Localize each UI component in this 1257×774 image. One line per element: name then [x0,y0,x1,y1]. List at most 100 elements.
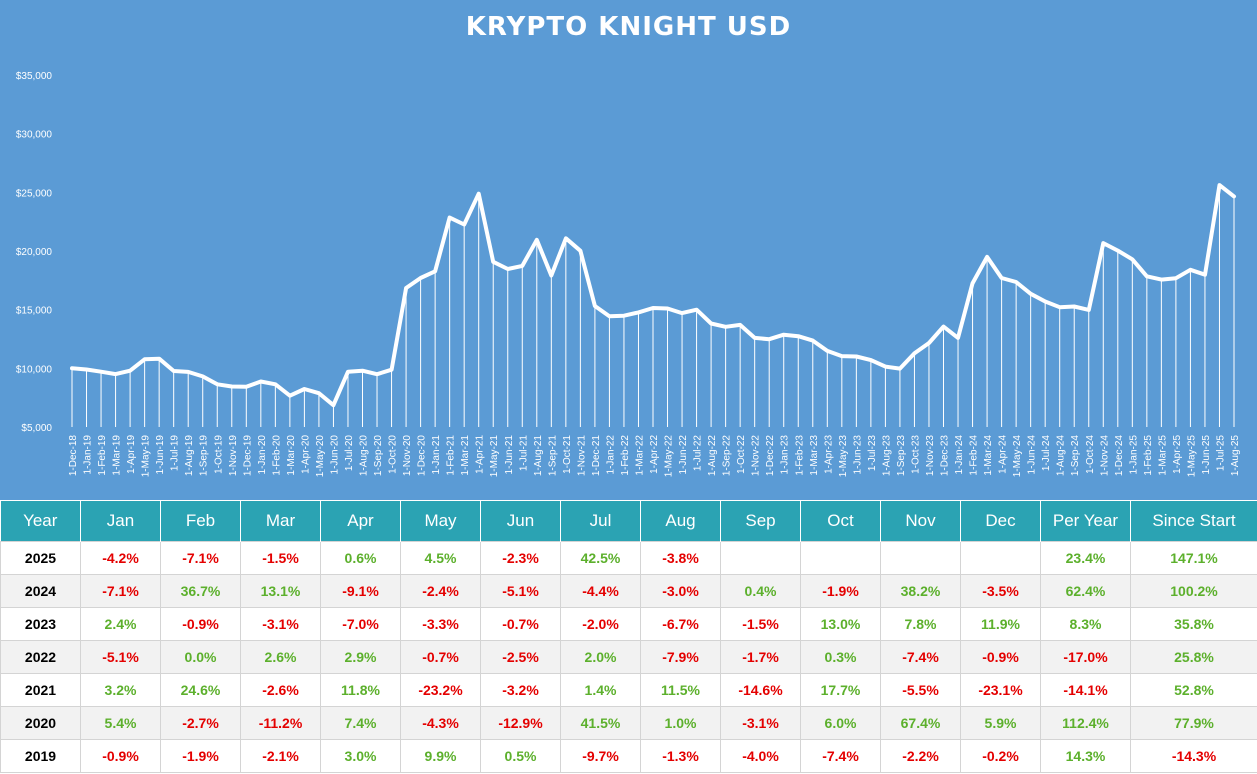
return-cell: 67.4% [880,706,961,740]
x-tick-label: 1-Jul-23 [867,435,878,472]
table-row: 2023 2.4% -0.9% -3.1% -7.0% -3.3% -0.7% -2.0% -6… [0,607,1257,641]
x-tick-label: 1-Jan-24 [954,435,965,475]
x-tick-label: 1-Feb-25 [1143,435,1154,476]
data-point [622,314,626,317]
data-point [216,383,219,386]
data-point [332,403,335,407]
data-point [303,387,306,391]
x-tick-label: 1-Mar-21 [460,435,471,476]
return-cell: -23.2% [400,673,481,707]
data-point [1058,306,1061,309]
return-cell: -9.1% [320,574,401,608]
return-cell: 41.5% [560,706,641,740]
x-tick-label: 1-Apr-23 [823,435,834,474]
x-tick-label: 1-May-23 [838,435,849,478]
data-point [593,304,597,308]
x-tick-label: 1-Mar-22 [634,435,645,476]
data-point [274,383,277,386]
data-point [1145,275,1149,278]
x-tick-label: 1-Aug-23 [881,435,892,477]
x-tick-label: 1-Jun-21 [504,435,515,475]
year-cell: 2020 [0,706,81,740]
return-cell [800,541,881,575]
return-cell: -2.6% [240,673,321,707]
return-cell: 0.4% [720,574,801,608]
year-cell: 2024 [0,574,81,608]
x-tick-label: 1-Jun-25 [1201,435,1212,475]
return-cell: -1.9% [800,574,881,608]
column-header: May [400,501,481,542]
x-tick-label: 1-Mar-19 [112,435,123,476]
x-tick-label: 1-Dec-18 [68,435,79,477]
return-cell: 2.4% [80,607,161,641]
return-cell: -7.9% [640,640,721,674]
return-cell: 11.8% [320,673,401,707]
data-point [797,334,800,338]
data-point [433,270,437,273]
data-point [1014,280,1018,284]
data-point [608,315,611,318]
return-cell: 52.8% [1130,673,1257,707]
return-cell [960,541,1041,575]
x-tick-label: 1-Apr-21 [475,435,486,474]
return-cell: -11.2% [240,706,321,740]
data-point [70,367,74,370]
data-point [1102,241,1105,245]
return-cell: 25.8% [1130,640,1257,674]
return-cell: -4.0% [720,739,801,773]
data-point [782,333,785,336]
x-tick-label: 1-Apr-19 [126,435,137,474]
x-tick-label: 1-Jan-20 [257,435,268,475]
data-point [884,365,887,368]
column-header: Jun [480,501,561,542]
column-header: Oct [800,501,881,542]
data-point [172,369,175,373]
data-point [898,367,902,370]
column-header: Aug [640,501,721,542]
x-tick-label: 1-Jan-22 [605,435,616,475]
data-point [985,255,989,259]
data-point [579,249,582,252]
data-point [506,267,509,271]
return-cell: 3.0% [320,739,401,773]
data-point [724,325,727,328]
return-cell: -3.8% [640,541,721,575]
x-tick-label: 1-Apr-25 [1172,435,1183,474]
return-cell: 62.4% [1040,574,1131,608]
y-tick-label: $35,000 [16,71,53,82]
column-header: Year [0,501,81,542]
data-point [492,260,495,263]
x-tick-label: 1-May-20 [315,435,326,478]
x-tick-label: 1-Mar-25 [1157,435,1168,476]
x-tick-label: 1-Nov-20 [402,435,413,477]
return-cell: -3.1% [240,607,321,641]
x-tick-label: 1-Apr-22 [649,435,660,474]
return-cell: 42.5% [560,541,641,575]
return-cell: 13.0% [800,607,881,641]
x-tick-label: 1-Dec-23 [940,435,951,477]
x-tick-label: 1-Jun-20 [329,435,340,475]
data-point [361,369,364,372]
data-point [942,325,945,328]
x-tick-label: 1-Apr-24 [998,435,1009,474]
data-point [187,370,190,374]
data-point [826,349,829,353]
data-point [1174,277,1178,280]
x-tick-label: 1-Mar-24 [983,435,994,476]
y-tick-label: $25,000 [16,188,53,199]
data-point [1087,308,1090,312]
x-tick-label: 1-Feb-20 [271,435,282,476]
return-cell: -5.1% [80,640,161,674]
data-point [1160,278,1163,281]
data-point [404,286,408,290]
data-point [114,372,117,376]
return-cell: -12.9% [480,706,561,740]
year-cell: 2025 [0,541,81,575]
monthly-returns-table: Year Jan Feb Mar Apr May Jun Jul Aug Sep Oct Nov Dec… [0,501,1257,773]
x-tick-label: 1-May-24 [1012,435,1023,478]
data-point [666,307,669,310]
x-tick-label: 1-May-19 [141,435,152,478]
x-tick-label: 1-Aug-25 [1230,435,1241,477]
return-cell: -2.7% [160,706,241,740]
return-cell: 0.0% [160,640,241,674]
